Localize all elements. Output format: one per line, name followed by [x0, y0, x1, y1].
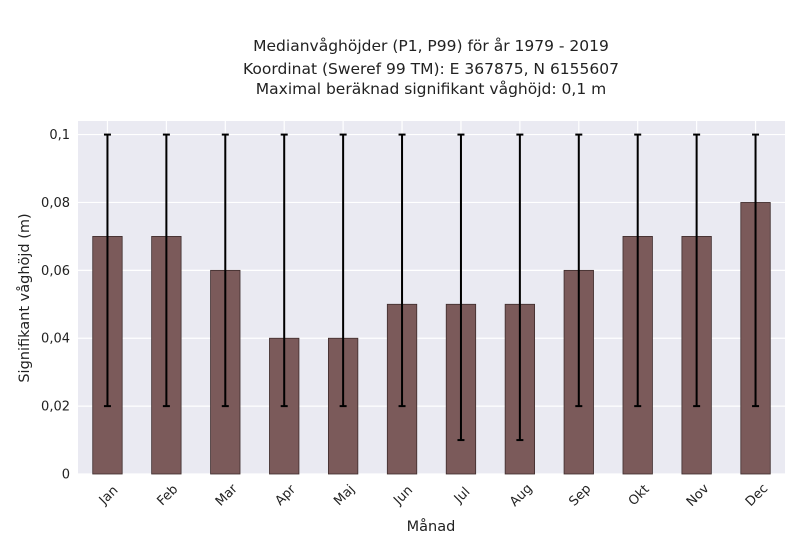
error-bar-aug: [516, 133, 524, 442]
title-line-2: Koordinat (Sweref 99 TM): E 367875, N 61…: [243, 60, 619, 78]
y-tick-label: 0: [62, 468, 70, 483]
error-bars: [103, 133, 760, 442]
x-tick-label: Okt: [626, 482, 653, 509]
x-tick-label: Mar: [213, 481, 241, 509]
x-tick-label: Apr: [272, 482, 299, 509]
x-tick-label: Maj: [331, 482, 358, 509]
y-tick-label: 0,08: [41, 196, 70, 211]
x-tick-label: Nov: [684, 481, 713, 510]
error-bar-apr: [280, 133, 288, 408]
x-tick-label: Jan: [96, 483, 121, 508]
error-bar-feb: [162, 133, 170, 408]
error-bar-okt: [634, 133, 642, 408]
x-tick-label: Feb: [154, 482, 181, 509]
x-axis-label: Månad: [407, 518, 456, 535]
y-tick-label: 0,06: [41, 264, 70, 279]
title-line-1: Medianvåghöjder (P1, P99) för år 1979 - …: [253, 37, 609, 55]
chart-title: Medianvåghöjder (P1, P99) för år 1979 - …: [243, 37, 619, 98]
error-bar-dec: [752, 133, 760, 408]
error-bar-jan: [103, 133, 111, 408]
x-tick-label: Dec: [743, 481, 771, 509]
error-bar-maj: [339, 133, 347, 408]
y-axis-label: Signifikant våghöjd (m): [16, 213, 33, 382]
y-tick-label: 0,04: [41, 332, 70, 347]
error-bar-nov: [693, 133, 701, 408]
y-tick-labels: 0 0,02 0,04 0,06 0,08 0,1: [41, 128, 70, 482]
y-tick-label: 0,1: [49, 128, 70, 143]
x-tick-label: Aug: [507, 481, 536, 510]
y-tick-label: 0,02: [41, 400, 70, 415]
error-bar-sep: [575, 133, 583, 408]
error-bar-jul: [457, 133, 465, 442]
x-tick-label: Sep: [566, 482, 594, 510]
error-bar-mar: [221, 133, 229, 408]
error-bar-jun: [398, 133, 406, 408]
x-tick-labels: Jan Feb Mar Apr Maj Jun Jul Aug Sep Okt Nov Dec: [96, 481, 771, 510]
x-tick-label: Jul: [451, 485, 473, 507]
x-tick-label: Jun: [390, 483, 416, 509]
plot-area: [78, 121, 785, 474]
title-line-3: Maximal beräknad signifikant våghöjd: 0,…: [256, 80, 606, 98]
